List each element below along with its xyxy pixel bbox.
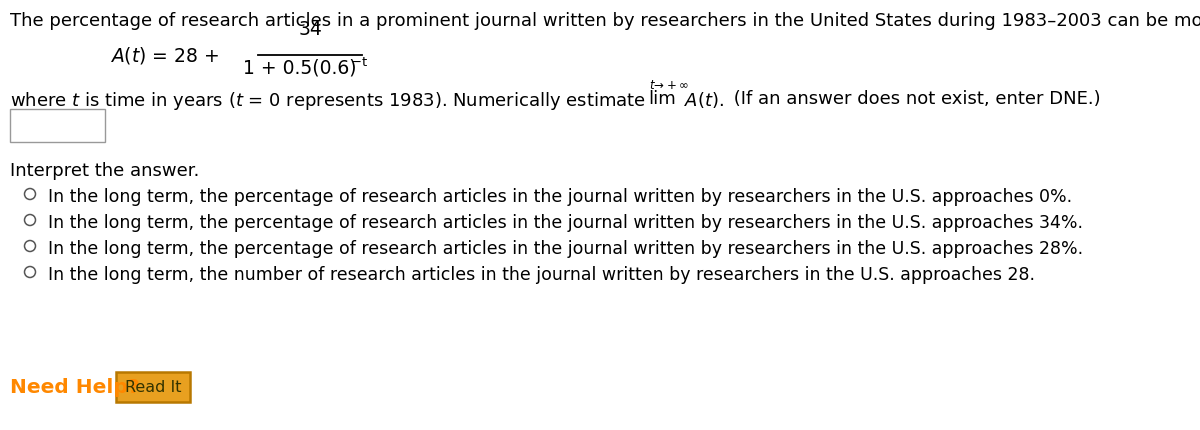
Text: 1 + 0.5(0.6): 1 + 0.5(0.6): [244, 58, 356, 77]
Text: In the long term, the percentage of research articles in the journal written by : In the long term, the percentage of rese…: [48, 240, 1084, 258]
Text: $A(t)$ = 28 +: $A(t)$ = 28 +: [110, 44, 220, 65]
Text: $A(t)$.: $A(t)$.: [684, 90, 724, 110]
FancyBboxPatch shape: [116, 372, 190, 402]
Text: (If an answer does not exist, enter DNE.): (If an answer does not exist, enter DNE.…: [728, 90, 1100, 108]
FancyBboxPatch shape: [10, 109, 106, 142]
Text: In the long term, the percentage of research articles in the journal written by : In the long term, the percentage of rese…: [48, 214, 1084, 232]
Text: 34: 34: [298, 20, 322, 39]
Text: $t\!\rightarrow\!+\infty$: $t\!\rightarrow\!+\infty$: [649, 79, 689, 92]
Text: Interpret the answer.: Interpret the answer.: [10, 162, 199, 180]
Text: The percentage of research articles in a prominent journal written by researcher: The percentage of research articles in a…: [10, 12, 1200, 30]
Text: $\mathregular{^{-t}}$: $\mathregular{^{-t}}$: [350, 58, 368, 77]
Text: where $t$ is time in years ($t$ = 0 represents 1983). Numerically estimate: where $t$ is time in years ($t$ = 0 repr…: [10, 90, 646, 112]
Text: lim: lim: [648, 90, 676, 108]
Text: Read It: Read It: [125, 380, 181, 394]
Text: In the long term, the percentage of research articles in the journal written by : In the long term, the percentage of rese…: [48, 188, 1072, 206]
Text: In the long term, the number of research articles in the journal written by rese: In the long term, the number of research…: [48, 266, 1034, 284]
Text: Need Help?: Need Help?: [10, 378, 139, 397]
